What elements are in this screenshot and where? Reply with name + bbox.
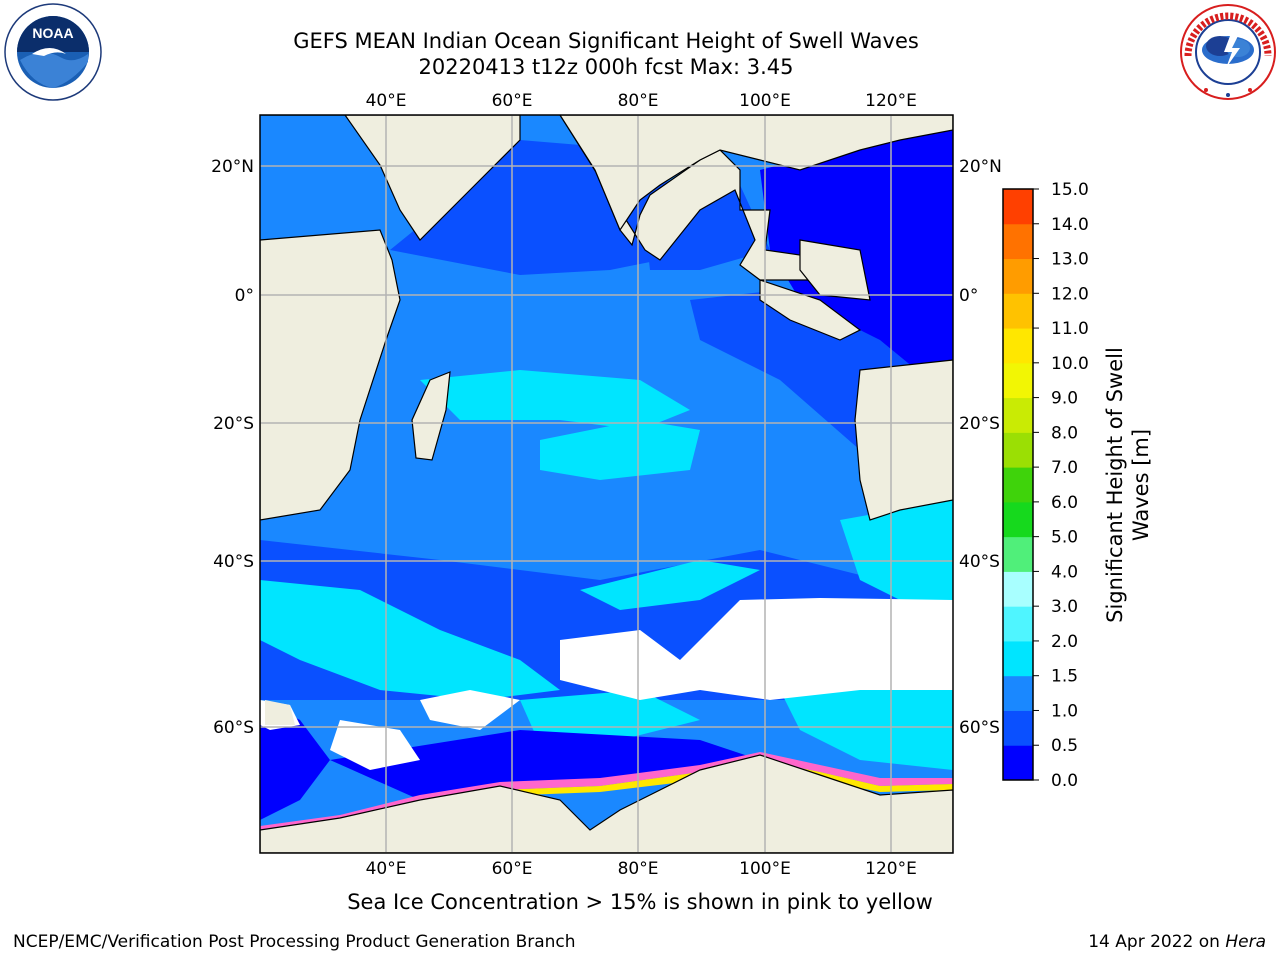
antarctica-land — [260, 754, 953, 853]
colorbar-bin — [1003, 571, 1033, 607]
madagascar-land — [411, 371, 451, 461]
no-data-region — [560, 598, 953, 700]
noaa-logo-text: NOAA — [32, 25, 73, 41]
colorbar-tick-label: 7.0 — [1051, 458, 1078, 478]
map-plot-area — [260, 115, 953, 853]
asia-north-land — [559, 115, 953, 232]
lat-tick-right: 20°S — [959, 414, 1000, 434]
arabia-land — [260, 115, 521, 241]
colorbar-label-line2: Waves [m] — [1129, 429, 1153, 541]
lon-tick-bottom: 40°E — [366, 859, 407, 879]
lon-tick-bottom: 120°E — [865, 859, 917, 879]
lon-tick-bottom: 100°E — [739, 859, 791, 879]
footer-credit: NCEP/EMC/Verification Post Processing Pr… — [13, 932, 576, 952]
colorbar-bin — [1003, 675, 1033, 711]
colorbar-tick-label: 1.0 — [1051, 701, 1078, 721]
colorbar-tick-label: 10.0 — [1051, 354, 1089, 374]
lon-tick-top: 100°E — [739, 91, 791, 111]
colorbar-bin — [1003, 432, 1033, 468]
chart-title: GEFS MEAN Indian Ocean Significant Heigh… — [293, 29, 919, 53]
colorbar-bin — [1003, 223, 1033, 260]
lon-tick-bottom: 80°E — [618, 859, 659, 879]
colorbar-bin — [1003, 293, 1033, 329]
australia-land — [854, 359, 953, 521]
lat-tick-left: 60°S — [213, 718, 254, 738]
colorbar-bin — [1003, 189, 1033, 225]
colorbar-tick-label: 9.0 — [1051, 389, 1078, 409]
lon-tick-top: 40°E — [366, 91, 407, 111]
colorbar-tick-label: 6.0 — [1051, 493, 1078, 513]
colorbar-tick-label: 8.0 — [1051, 423, 1078, 443]
lon-tick-top: 60°E — [492, 91, 533, 111]
colorbar-tick-label: 0.5 — [1051, 736, 1078, 756]
lat-tick-left: 40°S — [213, 552, 254, 572]
lat-tick-right: 40°S — [959, 552, 1000, 572]
india-asia-land — [559, 115, 822, 281]
colorbar-tick-label: 11.0 — [1051, 319, 1089, 339]
graticule — [260, 115, 953, 853]
lon-tick-bottom: 60°E — [492, 859, 533, 879]
colorbar-tick-label: 0.0 — [1051, 771, 1078, 791]
colorbar-tick-label: 14.0 — [1051, 215, 1089, 235]
borneo-land — [799, 239, 871, 301]
colorbar-bin — [1003, 467, 1033, 503]
lat-tick-right: 60°S — [959, 718, 1000, 738]
colorbar-bin — [1003, 362, 1033, 399]
colorbar-tick-label: 2.0 — [1051, 632, 1078, 652]
colorbar-tick-label: 5.0 — [1051, 528, 1078, 548]
colorbar-label-line1: Significant Height of Swell — [1103, 347, 1127, 623]
colorbar-bin — [1003, 258, 1033, 294]
colorbar-tick-label: 13.0 — [1051, 250, 1089, 270]
lat-tick-left: 20°S — [213, 414, 254, 434]
footer-date: 14 Apr 2022 on Hera — [1088, 932, 1266, 952]
colorbar: 0.0 0.5 1.0 1.5 2.0 3.0 4.0 5.0 6.0 7.0 8.0 9.0 10.0… — [1002, 180, 1089, 791]
colorbar-bin — [1003, 710, 1033, 746]
lat-tick-right: 0° — [959, 286, 978, 306]
lon-tick-top: 80°E — [618, 91, 659, 111]
colorbar-bin — [1003, 745, 1033, 781]
footer-host: Hera — [1225, 932, 1266, 952]
colorbar-bin — [1003, 606, 1033, 642]
lat-tick-left: 20°N — [211, 157, 254, 177]
chart-subtitle: 20220413 t12z 000h fcst Max: 3.45 — [418, 55, 794, 79]
colorbar-tick-label: 12.0 — [1051, 284, 1089, 304]
colorbar-bin — [1003, 328, 1033, 364]
colorbar-tick-label: 1.5 — [1051, 667, 1078, 687]
colorbar-bin — [1003, 501, 1033, 538]
colorbar-bin — [1003, 397, 1033, 433]
lon-tick-top: 120°E — [865, 91, 917, 111]
colorbar-frame — [1002, 188, 1034, 781]
colorbar-tick-label: 3.0 — [1051, 597, 1078, 617]
colorbar-tick-label: 4.0 — [1051, 562, 1078, 582]
colorbar-bin — [1003, 640, 1033, 677]
sea-ice-caption: Sea Ice Concentration > 15% is shown in … — [347, 890, 933, 914]
noaa-logo: NOAA — [4, 3, 102, 101]
footer-date-text: 14 Apr 2022 on — [1088, 932, 1226, 952]
colorbar-tick-label: 15.0 — [1051, 180, 1089, 200]
nws-logo — [1180, 4, 1276, 100]
lat-tick-left: 0° — [235, 286, 254, 306]
map-frame — [259, 114, 954, 854]
colorbar-bin — [1003, 536, 1033, 572]
lat-tick-right: 20°N — [959, 157, 1002, 177]
